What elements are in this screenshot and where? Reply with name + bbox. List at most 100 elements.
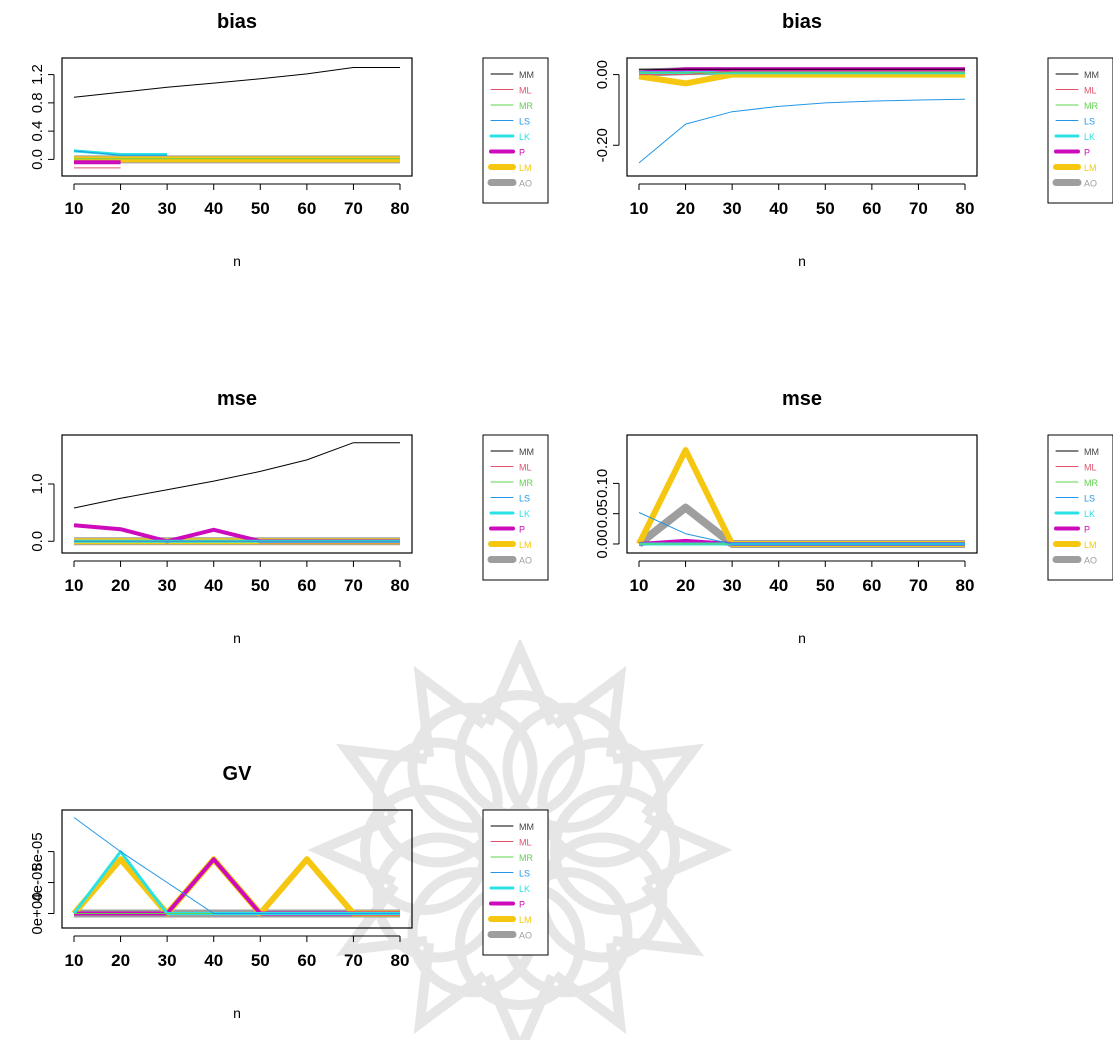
series-line-ls [73, 817, 400, 914]
x-tick-label: 60 [862, 576, 881, 595]
x-tick-label: 80 [956, 199, 975, 218]
legend-label: ML [1084, 86, 1097, 96]
x-tick-label: 20 [111, 951, 130, 970]
legend-label: LK [519, 132, 530, 142]
legend-label: MM [519, 447, 534, 457]
x-tick-label: 80 [391, 951, 410, 970]
y-tick-label: 0.10 [594, 469, 611, 498]
x-tick-label: 20 [676, 199, 695, 218]
x-tick-label: 70 [344, 199, 363, 218]
x-axis-label: n [233, 1005, 241, 1021]
legend-label: AO [519, 931, 532, 941]
x-tick-label: 60 [862, 199, 881, 218]
series-line-ls [73, 150, 168, 156]
plot-frame [626, 57, 978, 177]
legend-label: LK [1084, 132, 1095, 142]
legend-label: AO [1084, 556, 1097, 566]
x-tick-label: 50 [251, 199, 270, 218]
y-tick-label: 0.8 [29, 92, 46, 113]
y-tick-label: -0.20 [594, 128, 611, 162]
legend-label: LS [1084, 494, 1095, 504]
legend-label: P [1084, 525, 1090, 535]
y-tick-label: 0.0 [29, 531, 46, 552]
legend-label: AO [519, 556, 532, 566]
x-tick-label: 40 [769, 576, 788, 595]
x-tick-label: 10 [65, 576, 84, 595]
y-tick-label: 0e+00 [29, 892, 46, 934]
x-tick-label: 30 [158, 951, 177, 970]
series-line-ls [638, 512, 965, 545]
series-line-ml [639, 70, 965, 76]
x-tick-label: 30 [723, 199, 742, 218]
x-axis-label: n [798, 253, 806, 269]
legend-label: P [519, 148, 525, 158]
x-tick-label: 20 [111, 576, 130, 595]
x-tick-label: 60 [297, 576, 316, 595]
x-tick-label: 10 [65, 199, 84, 218]
series-line-lk [73, 149, 168, 156]
x-tick-label: 30 [158, 576, 177, 595]
y-tick-label: 0.05 [594, 499, 611, 528]
plot-frame [61, 57, 413, 177]
x-axis-label: n [798, 630, 806, 646]
series-line-ao [636, 503, 965, 548]
x-tick-label: 70 [344, 951, 363, 970]
y-tick-label: 0.4 [29, 121, 46, 142]
x-tick-label: 20 [676, 576, 695, 595]
legend-box [482, 434, 549, 581]
legend-label: LM [519, 540, 532, 550]
plot-frame [626, 434, 978, 554]
x-tick-label: 40 [204, 951, 223, 970]
legend-label: LS [519, 494, 530, 504]
x-tick-label: 60 [297, 951, 316, 970]
x-axis-label: n [233, 630, 241, 646]
legend-label: LM [519, 915, 532, 925]
legend-label: MM [519, 822, 534, 832]
legend-label: MM [519, 70, 534, 80]
legend: MM ML MR LS LK P LM AO [1047, 57, 1113, 204]
plot-frame [61, 434, 413, 554]
legend: MM ML MR LS LK P LM AO [482, 434, 549, 581]
legend-label: LS [519, 869, 530, 879]
x-tick-label: 60 [297, 199, 316, 218]
x-tick-label: 10 [630, 576, 649, 595]
series-line-lm [638, 71, 965, 87]
chart-title: GV [223, 763, 253, 785]
x-tick-label: 80 [391, 199, 410, 218]
series-line-mm [73, 442, 400, 509]
series-line-lm [636, 447, 965, 547]
x-tick-label: 80 [956, 576, 975, 595]
plot-frame [61, 809, 413, 929]
legend-label: ML [519, 463, 532, 473]
x-tick-label: 40 [769, 199, 788, 218]
x-tick-label: 30 [723, 576, 742, 595]
x-tick-label: 70 [909, 576, 928, 595]
legend-label: MR [1084, 101, 1098, 111]
legend: MM ML MR LS LK P LM AO [1047, 434, 1113, 581]
x-tick-label: 50 [816, 576, 835, 595]
x-tick-label: 40 [204, 199, 223, 218]
legend-box [1047, 57, 1113, 204]
legend-label: LM [1084, 163, 1097, 173]
x-tick-label: 10 [65, 951, 84, 970]
series-line-ls [638, 98, 966, 164]
chart-title: bias [782, 11, 822, 33]
y-tick-label: 1.0 [29, 474, 46, 495]
legend-label: LK [1084, 509, 1095, 519]
x-tick-label: 20 [111, 199, 130, 218]
legend-label: LK [519, 509, 530, 519]
y-tick-label: 0.0 [29, 149, 46, 170]
y-tick-label: 0.00 [594, 529, 611, 558]
x-tick-label: 50 [816, 199, 835, 218]
legend-label: MM [1084, 447, 1099, 457]
chart-panel-2: bias 10 20 30 40 50 60 70 80 n -0.20 0.00 MM ML MR LS LK… [594, 11, 1113, 269]
y-tick-label: 4e-05 [29, 863, 46, 901]
legend-label: MR [519, 853, 533, 863]
legend-label: MR [1084, 478, 1098, 488]
legend-label: LS [519, 117, 530, 127]
legend-label: LS [1084, 117, 1095, 127]
legend-label: AO [519, 179, 532, 189]
legend-label: ML [1084, 463, 1097, 473]
